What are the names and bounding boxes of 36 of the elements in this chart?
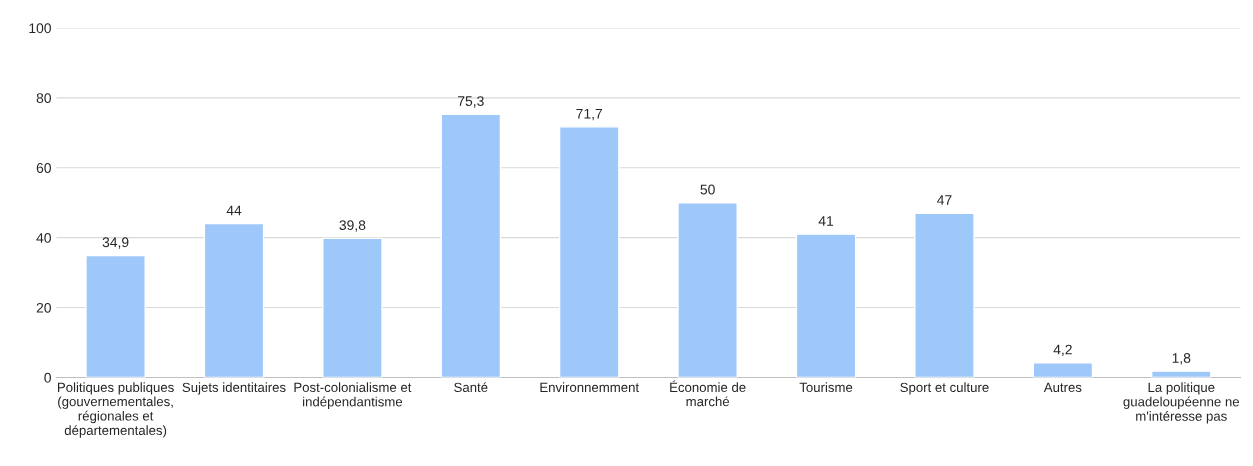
y-tick-label: 100 [29,23,51,34]
y-tick-label: 40 [36,232,51,243]
bar [677,202,738,378]
bar [1032,362,1094,378]
bar [1150,370,1212,378]
data-label: 41 [818,216,834,226]
data-label: 39,8 [339,220,366,232]
bar [203,222,265,378]
bar [914,212,975,378]
data-label: 71,7 [576,108,603,121]
y-tick-label: 60 [36,163,51,173]
data-label: 34,9 [102,237,129,249]
x-tick-label: Tourisme [799,382,853,393]
bar [322,237,383,378]
data-label: 50 [700,184,715,195]
data-label: 44 [226,205,242,216]
data-label: 47 [937,195,952,205]
data-label: 1,8 [1172,353,1191,365]
bar [85,254,146,378]
data-label: 75,3 [458,96,484,108]
y-tick-label: 20 [36,302,51,313]
bar [558,126,620,378]
bar [795,233,857,378]
y-tick-label: 0 [44,372,51,383]
y-tick-label: 80 [36,93,51,104]
x-tick-label: Autres [1043,382,1082,393]
x-tick-label: Économie de marché [670,380,746,407]
x-tick-label: Politiques publiques (gouvernementales, régionales et départementales) [57,382,174,438]
x-tick-label: Santé [454,382,488,393]
x-tick-label: Post-colonialisme et indépendantisme [294,382,412,410]
data-label: 4,2 [1053,344,1072,357]
x-tick-label: Sujets identitaires [182,382,286,395]
x-tick-label: La politique guadeloupéenne ne m'intéresse pas [1123,382,1240,424]
x-tick-label: Sport et culture [900,382,989,395]
x-tick-label: Environnemment [540,382,639,393]
bar [440,113,502,378]
